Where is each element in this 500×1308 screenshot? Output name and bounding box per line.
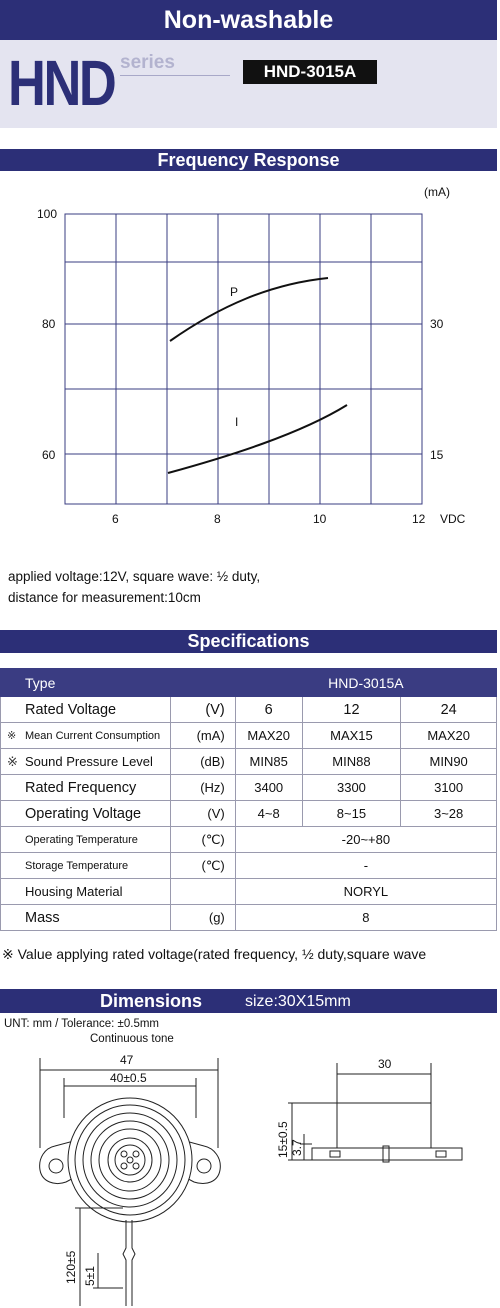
row-label: Rated Frequency xyxy=(0,774,171,801)
row-value: 24 xyxy=(400,696,497,723)
x-tick-8: 8 xyxy=(214,512,221,526)
row-value: MIN88 xyxy=(301,748,402,775)
row-unit: (Hz) xyxy=(169,774,236,801)
row-label: Operating Temperature xyxy=(0,826,171,853)
series-panel xyxy=(0,40,497,128)
label-i: I xyxy=(235,415,238,429)
row-value: MIN85 xyxy=(234,748,303,775)
row-value: MIN90 xyxy=(400,748,497,775)
row-value: - xyxy=(234,852,498,879)
dim-3-7: 3.7 xyxy=(290,1139,304,1156)
row-label: Operating Voltage xyxy=(0,800,171,827)
specifications-table: Type HND-3015A Rated Voltage (V) 6 12 24… xyxy=(0,668,498,931)
dim-30: 30 xyxy=(378,1057,392,1071)
frequency-heading: Frequency Response xyxy=(0,149,497,171)
dim-120: 120±5 xyxy=(64,1250,78,1284)
model-badge: HND-3015A xyxy=(243,60,377,84)
row-value: 4~8 xyxy=(234,800,303,827)
y-tick-60: 60 xyxy=(42,448,56,462)
dimensions-heading-bar xyxy=(0,989,497,1013)
table-row: Mass (g) 8 xyxy=(0,904,498,931)
row-label: Storage Temperature xyxy=(0,852,171,879)
dim-5: 5±1 xyxy=(83,1266,97,1286)
y-tick-100: 100 xyxy=(37,207,57,221)
row-value: 3300 xyxy=(301,774,402,801)
row-label: Rated Voltage xyxy=(0,696,171,723)
row-value: 12 xyxy=(301,696,402,723)
series-underline xyxy=(120,75,230,76)
row-unit: (dB) xyxy=(169,748,236,775)
type-value: HND-3015A xyxy=(234,668,498,697)
table-row: Operating Temperature (℃) -20~+80 xyxy=(0,826,498,853)
row-unit xyxy=(169,878,236,905)
table-row: Rated Voltage (V) 6 12 24 xyxy=(0,696,497,723)
dimensions-size: size:30X15mm xyxy=(245,993,351,1010)
row-unit: (V) xyxy=(169,696,236,723)
dim-15: 15±0.5 xyxy=(276,1121,290,1158)
row-label: Housing Material xyxy=(0,878,171,905)
curve-i xyxy=(167,404,348,474)
brand-logo: HND xyxy=(8,47,117,119)
row-unit: (℃) xyxy=(169,852,236,879)
series-label: series xyxy=(120,52,175,73)
tone-note: Continuous tone xyxy=(90,1033,174,1045)
row-value: MAX20 xyxy=(234,722,303,749)
row-label: ※ Mean Current Consumption xyxy=(0,722,171,749)
row-value: MAX20 xyxy=(400,722,497,749)
spec-footnote: ※ Value applying rated voltage(rated fre… xyxy=(2,946,427,962)
dim-40: 40±0.5 xyxy=(110,1071,147,1085)
measurement-note-1: applied voltage:12V, square wave: ½ duty… xyxy=(8,569,261,584)
row-value: 3400 xyxy=(234,774,303,801)
table-row: Storage Temperature (℃) - xyxy=(0,852,498,879)
table-row: Housing Material NORYL xyxy=(0,878,498,905)
row-value: 6 xyxy=(234,696,303,723)
y-tick-80: 80 xyxy=(42,317,56,331)
label-p: P xyxy=(230,285,238,299)
table-row: ※ Sound Pressure Level (dB) MIN85 MIN88 M… xyxy=(0,748,497,775)
row-label: Mass xyxy=(0,904,171,931)
row-unit: (℃) xyxy=(169,826,236,853)
x-tick-12: 12 xyxy=(412,512,426,526)
measurement-note-2: distance for measurement:10cm xyxy=(8,590,201,605)
row-unit: (g) xyxy=(169,904,236,931)
chart-grid xyxy=(64,213,423,505)
row-value: 8~15 xyxy=(301,800,402,827)
row-value: NORYL xyxy=(234,878,498,905)
curve-p xyxy=(169,277,329,342)
row-value: 3~28 xyxy=(400,800,497,827)
x-tick-10: 10 xyxy=(313,512,327,526)
x-unit: VDC xyxy=(440,512,466,526)
dimension-drawing: 47 40±0.5 30 15±0.5 3.7 120±5 5±1 xyxy=(39,1053,463,1306)
y2-unit: (mA) xyxy=(424,185,450,199)
specifications-heading: Specifications xyxy=(0,630,497,653)
dim-47: 47 xyxy=(120,1053,134,1067)
frequency-chart: 100 80 60 30 15 (mA) 6 8 10 12 VDC P I xyxy=(37,185,466,526)
row-unit: (mA) xyxy=(169,722,236,749)
dimensions-heading: Dimensions xyxy=(100,991,203,1011)
table-header-row: Type HND-3015A xyxy=(0,668,498,697)
y2-tick-30: 30 xyxy=(430,317,444,331)
x-tick-6: 6 xyxy=(112,512,119,526)
row-value: -20~+80 xyxy=(234,826,498,853)
row-value: MAX15 xyxy=(301,722,402,749)
title-banner: Non-washable xyxy=(0,0,497,40)
table-row: Rated Frequency (Hz) 3400 3300 3100 xyxy=(0,774,497,801)
table-row: Operating Voltage (V) 4~8 8~15 3~28 xyxy=(0,800,497,827)
type-label: Type xyxy=(0,668,236,697)
y2-tick-15: 15 xyxy=(430,448,444,462)
table-row: ※ Mean Current Consumption (mA) MAX20 MAX… xyxy=(0,722,497,749)
row-unit: (V) xyxy=(169,800,236,827)
row-value: 3100 xyxy=(400,774,497,801)
unit-note: UNT: mm / Tolerance: ±0.5mm xyxy=(4,1018,159,1030)
row-label: ※ Sound Pressure Level xyxy=(0,748,171,775)
row-value: 8 xyxy=(234,904,498,931)
